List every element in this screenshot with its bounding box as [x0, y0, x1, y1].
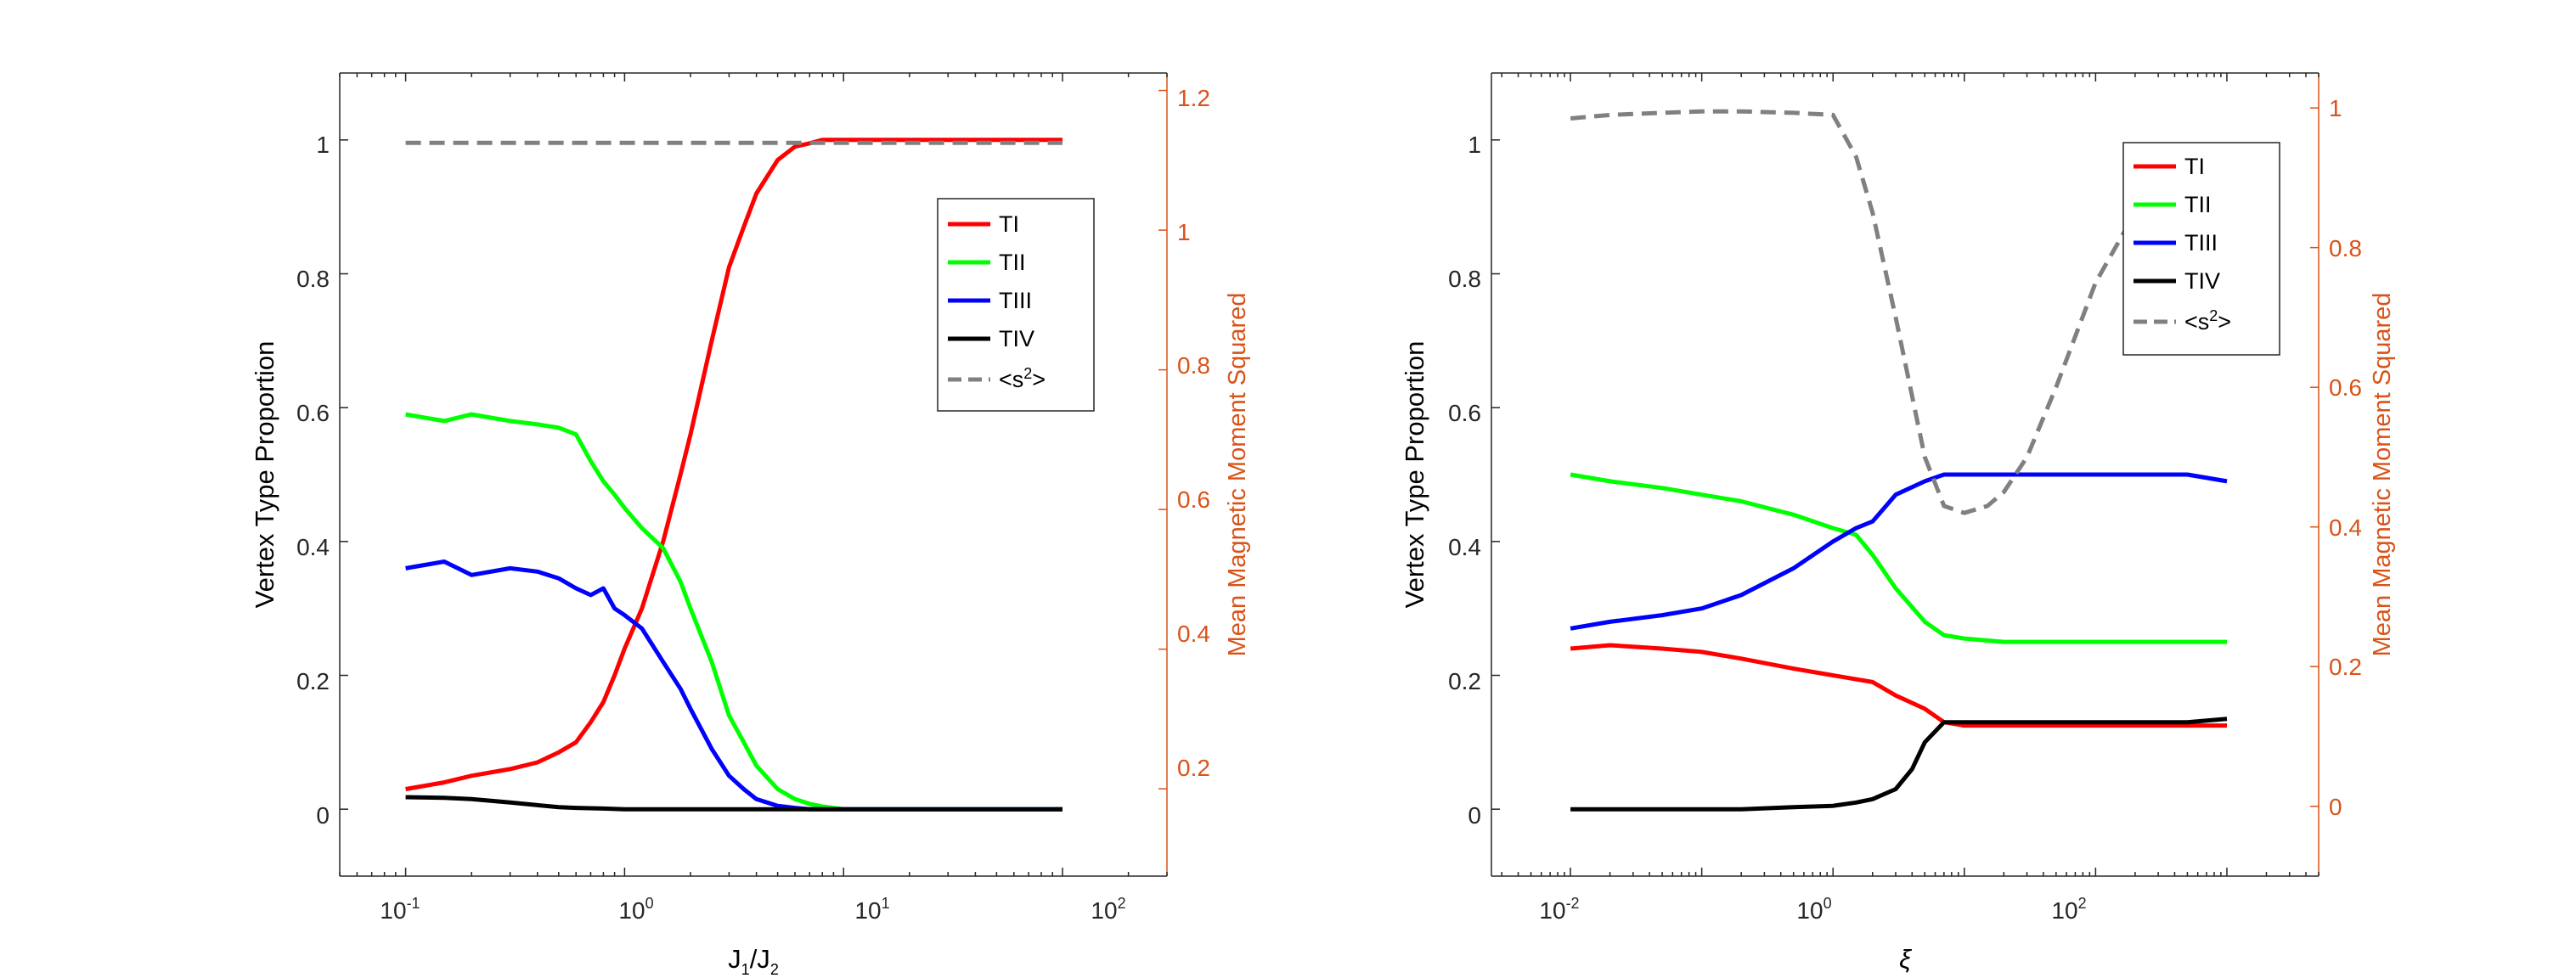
- legend-label-tiii: TIII: [999, 288, 1032, 313]
- left-y2tick-label: 0.2: [1177, 755, 1210, 781]
- left-panel: 0 0.2 0.4 0.6 0.8 1 0.2 0.4 0.6 0.8 1 1.…: [250, 72, 1251, 978]
- left-xtick-label: 10-1: [380, 895, 420, 924]
- right-legend: TI TII TIII TIV <s2>: [2122, 142, 2280, 356]
- right-y2tick-label: 0.6: [2329, 374, 2362, 401]
- right-xtick-label: 10-2: [1539, 895, 1579, 924]
- series-line-tiii: [1570, 472, 2228, 631]
- right-ytick-label: 0: [1468, 802, 1481, 829]
- left-y2tick-label: 0.4: [1177, 621, 1210, 647]
- right-y2tick-label: 0.8: [2329, 235, 2362, 261]
- right-series-group: [1570, 109, 2229, 812]
- right-y2tick-label: 0.4: [2329, 514, 2362, 541]
- series-line-ti: [405, 138, 1063, 791]
- left-y2tick-label: 1: [1177, 219, 1191, 245]
- legend-label-tii: TII: [999, 250, 1026, 275]
- right-ytick-label: 0.6: [1448, 400, 1481, 426]
- left-xtick-label: 101: [854, 895, 889, 924]
- right-y2tick-label: 0.2: [2329, 654, 2362, 680]
- left-y2tick-label: 1.2: [1177, 85, 1210, 111]
- left-ticks-group: [339, 73, 1168, 876]
- left-y2label: Mean Magnetic Moment Squared: [1224, 293, 1251, 657]
- right-legend-box: [2122, 142, 2280, 356]
- series-line-tiv: [1570, 717, 2228, 812]
- right-panel: 0 0.2 0.4 0.6 0.8 1 0 0.2 0.4 0.6 0.8 1 …: [1400, 72, 2396, 974]
- left-xlabel: J1/J2: [728, 944, 779, 978]
- left-series-group: [405, 138, 1063, 812]
- legend-label-tii: TII: [2184, 192, 2212, 217]
- right-ytick-label: 0.4: [1448, 534, 1481, 560]
- right-xlabel: ξ: [1899, 944, 1913, 974]
- right-y2tick-label: 1: [2329, 95, 2342, 121]
- left-ylabel: Vertex Type Proportion: [250, 341, 279, 609]
- legend-label-tiv: TIV: [999, 326, 1034, 351]
- left-y2tick-label: 0.8: [1177, 352, 1210, 379]
- left-ytick-label: 0.8: [296, 266, 330, 292]
- series-line-ti: [1570, 643, 2227, 728]
- left-y2tick-label: 0.6: [1177, 486, 1210, 513]
- left-ytick-label: 0: [316, 802, 330, 829]
- series-line-tiv: [405, 795, 1063, 812]
- left-xtick-label: 100: [618, 895, 653, 924]
- right-y2label: Mean Magnetic Moment Squared: [2369, 293, 2396, 657]
- right-ticks-group: [1491, 73, 2320, 876]
- right-ytick-label: 0.8: [1448, 266, 1481, 292]
- left-legend-box: [937, 198, 1095, 412]
- right-y2tick-label: 0: [2329, 794, 2342, 820]
- right-xtick-label: 100: [1796, 895, 1831, 924]
- series-line-s2: [1570, 109, 2229, 515]
- left-ytick-label: 0.2: [296, 668, 330, 694]
- legend-label-tiv: TIV: [2184, 268, 2220, 294]
- left-ytick-label: 0.6: [296, 400, 330, 426]
- right-ytick-label: 0.2: [1448, 668, 1481, 694]
- right-ylabel: Vertex Type Proportion: [1400, 341, 1429, 609]
- left-legend: TI TII TIII TIV <s2>: [937, 198, 1095, 412]
- left-ytick-label: 1: [316, 132, 330, 158]
- legend-label-ti: TI: [999, 211, 1019, 237]
- series-line-tii: [1570, 472, 2227, 644]
- left-xtick-label: 102: [1091, 895, 1125, 924]
- legend-label-ti: TI: [2184, 154, 2205, 179]
- legend-label-s2: <s2>: [999, 365, 1046, 392]
- right-ytick-label: 1: [1468, 132, 1481, 158]
- legend-label-s2: <s2>: [2184, 307, 2231, 334]
- left-ytick-label: 0.4: [296, 534, 330, 560]
- legend-label-tiii: TIII: [2184, 230, 2218, 256]
- right-xtick-label: 102: [2051, 895, 2086, 924]
